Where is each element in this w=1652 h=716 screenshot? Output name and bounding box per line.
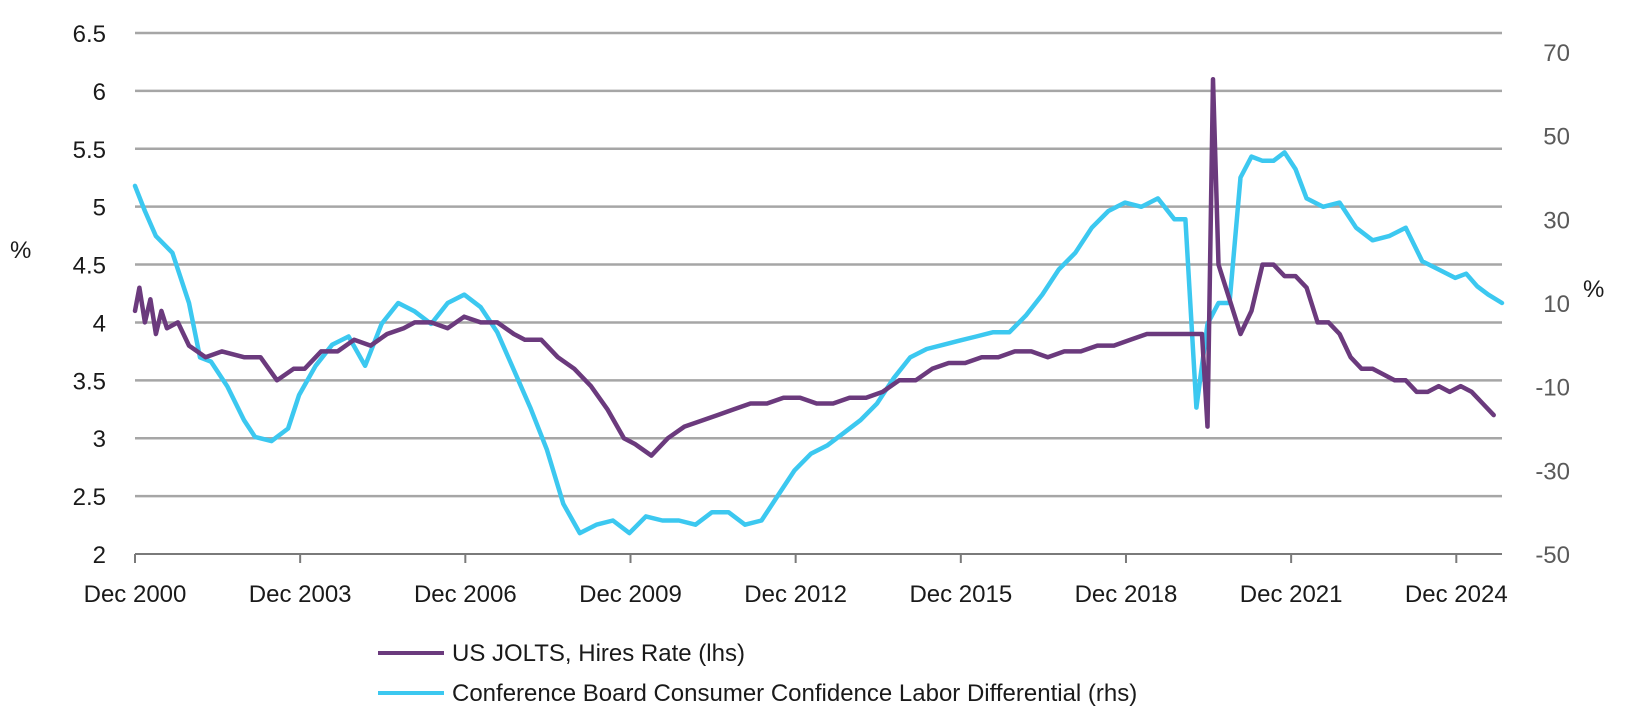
x-tick-label: Dec 2024 xyxy=(1405,581,1508,608)
y-left-tick-label: 4.5 xyxy=(73,253,106,280)
x-tick-label: Dec 2021 xyxy=(1240,581,1343,608)
y-left-tick-label: 2.5 xyxy=(73,484,106,511)
y-right-tick-label: 50 xyxy=(1543,124,1570,151)
series-lines xyxy=(132,77,1505,536)
y-left-tick-label: 3 xyxy=(93,426,106,453)
y-right-axis-label: % xyxy=(1583,276,1604,303)
series-line-labor-differential xyxy=(132,150,1505,536)
y-right-tick-label: 70 xyxy=(1543,40,1570,67)
y-left-tick-label: 4 xyxy=(93,310,106,337)
x-tick-label: Dec 2012 xyxy=(744,581,847,608)
series-line-hires-rate xyxy=(132,77,1496,458)
y-right-tick-label: -50 xyxy=(1535,542,1570,569)
y-left-tick-label: 6.5 xyxy=(73,21,106,48)
x-tick-label: Dec 2015 xyxy=(909,581,1012,608)
x-tick-label: Dec 2000 xyxy=(84,581,187,608)
legend-label-hires-rate: US JOLTS, Hires Rate (lhs) xyxy=(452,640,745,667)
tick-labels: 6.5 6 5.5 5 4.5 4 3.5 3 2.5 2 70 50 30 10 -10 -30 -50 Dec… xyxy=(73,21,1570,608)
x-tick-label: Dec 2003 xyxy=(249,581,352,608)
y-left-tick-label: 6 xyxy=(93,79,106,106)
y-right-tick-label: 30 xyxy=(1543,207,1570,234)
y-right-tick-label: -30 xyxy=(1535,458,1570,485)
y-right-tick-label: -10 xyxy=(1535,375,1570,402)
legend-label-labor-differential: Conference Board Consumer Confidence Lab… xyxy=(452,680,1137,707)
x-tick-label: Dec 2009 xyxy=(579,581,682,608)
axes xyxy=(134,553,1502,563)
y-right-tick-label: 10 xyxy=(1543,291,1570,318)
y-left-tick-label: 3.5 xyxy=(73,368,106,395)
y-left-tick-label: 5 xyxy=(93,195,106,222)
y-left-tick-label: 2 xyxy=(93,542,106,569)
y-left-axis-label: % xyxy=(10,237,31,264)
y-left-tick-label: 5.5 xyxy=(73,137,106,164)
x-tick-label: Dec 2018 xyxy=(1075,581,1178,608)
legend: US JOLTS, Hires Rate (lhs) Conference Bo… xyxy=(378,640,1137,707)
gridlines xyxy=(135,31,1502,498)
x-tick-label: Dec 2006 xyxy=(414,581,517,608)
